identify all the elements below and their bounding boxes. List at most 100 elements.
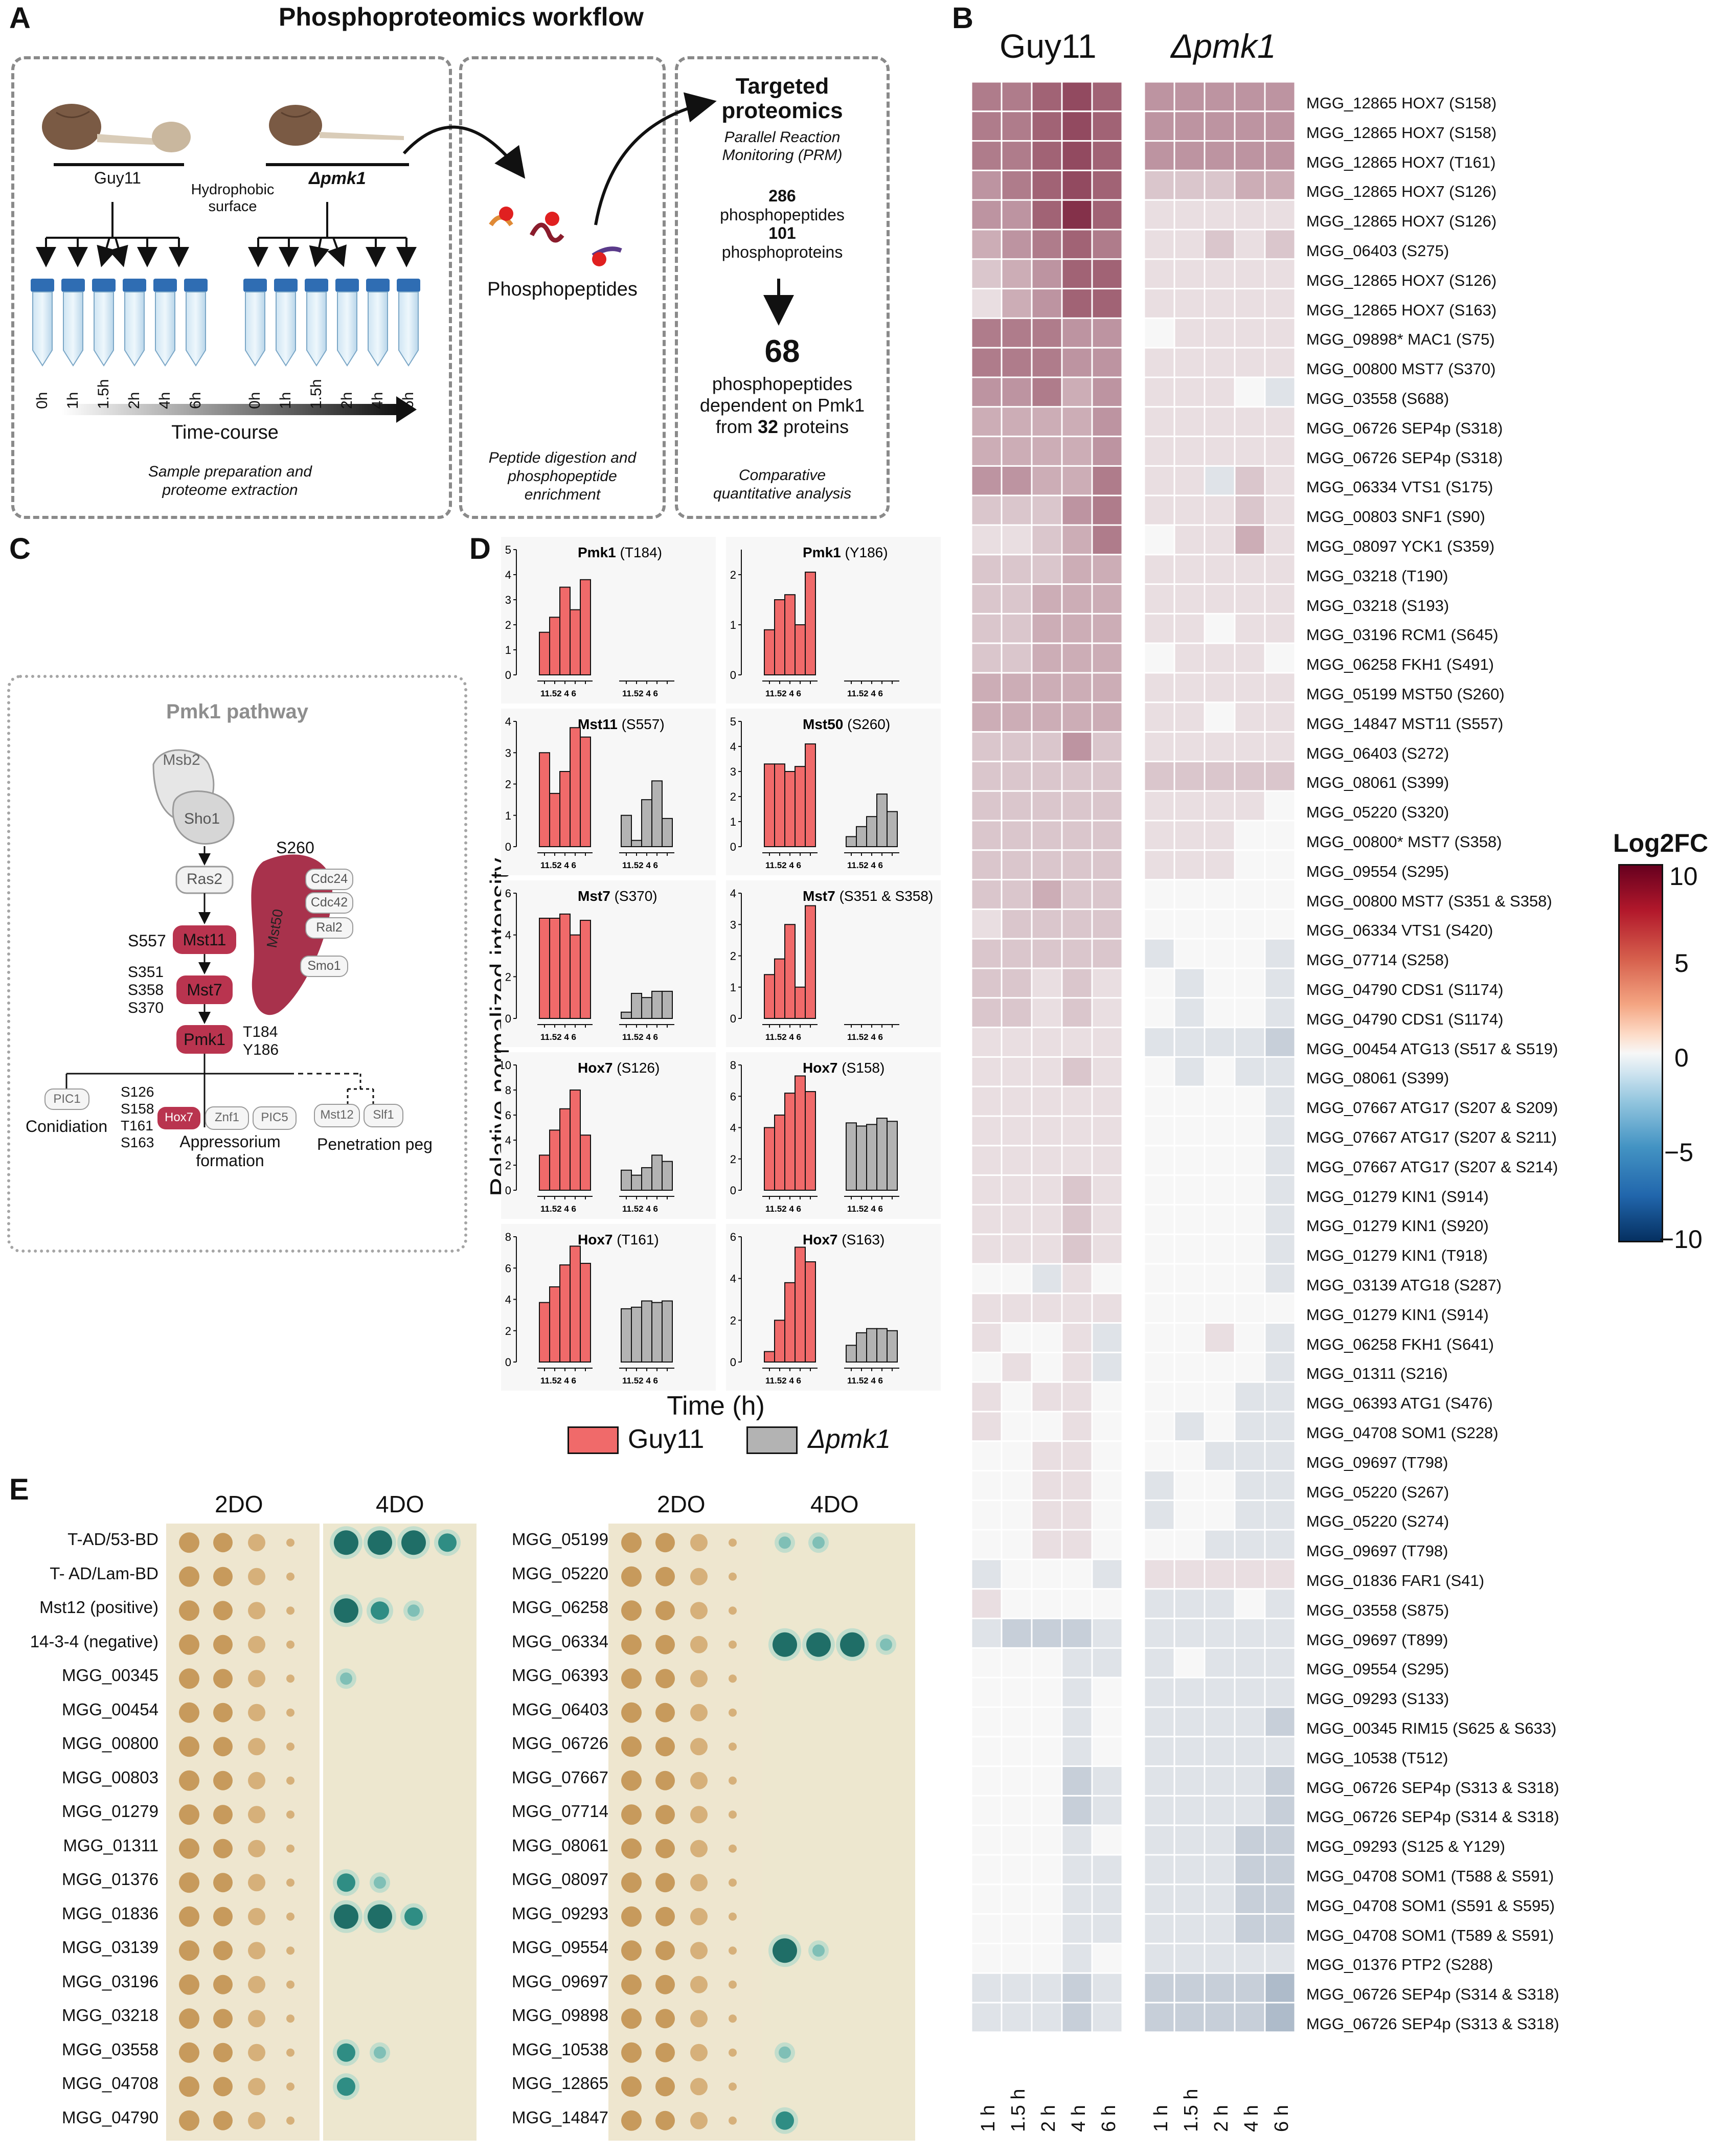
heatmap-cell-mut xyxy=(1204,731,1236,762)
heatmap-cell-mut xyxy=(1234,1588,1266,1620)
heatmap-cell-mut xyxy=(1264,1233,1296,1265)
heatmap-x-ticks: 1 h 1.5 h 2 h 4 h 6 h 1 h 1.5 h 2 h 4 h 6 h xyxy=(971,2055,1309,2152)
y-tick-label: 2 xyxy=(730,1153,736,1166)
y2h-row-label: T-AD/53-BD xyxy=(67,1530,158,1549)
colony-2do xyxy=(655,1567,675,1586)
heatmap-cell-wt xyxy=(1061,1854,1093,1886)
heatmap-cell-wt xyxy=(1061,199,1093,231)
colony-2do xyxy=(621,1702,642,1723)
heatmap-cell-wt xyxy=(1061,1351,1093,1383)
heatmap-cell-mut xyxy=(1204,1913,1236,1944)
heatmap-cell-wt xyxy=(1091,612,1123,644)
bar-guy11 xyxy=(784,1093,796,1191)
heatmap-cell-mut xyxy=(1204,642,1236,674)
heatmap-cell-mut xyxy=(1264,199,1296,231)
colony-2do xyxy=(286,1538,294,1547)
colony-2do xyxy=(179,2110,199,2131)
heatmap-cell-mut xyxy=(1173,1056,1206,1087)
heatmap-row-label: MGG_03558 (S688) xyxy=(1306,390,1449,407)
heatmap-cell-wt xyxy=(1061,820,1093,851)
bar-guy11 xyxy=(559,913,571,1019)
workflow-box-digestion xyxy=(459,56,666,519)
heatmap-cell-wt xyxy=(1091,1942,1123,1974)
heatmap-cell-mut xyxy=(1143,1263,1175,1295)
colony-2do xyxy=(248,1942,265,1960)
heatmap-cell-mut xyxy=(1204,1676,1236,1708)
heatmap-cell-mut xyxy=(1204,465,1236,496)
bar-guy11 xyxy=(805,743,816,847)
heatmap-cell-wt xyxy=(971,1795,1003,1826)
conidiation-label: Conidiation xyxy=(26,1117,108,1136)
y-tick-label: 4 xyxy=(505,1293,511,1306)
heatmap-row-label: MGG_01836 FAR1 (S41) xyxy=(1306,1572,1485,1590)
heatmap-cell-mut xyxy=(1143,672,1175,703)
heatmap-cell-mut xyxy=(1173,1292,1206,1324)
colony-2do xyxy=(690,1602,708,1620)
chart-title: Mst7 (S370) xyxy=(578,888,657,904)
heatmap-cell-mut xyxy=(1234,1411,1266,1442)
y-tick-label: 1 xyxy=(730,815,736,828)
heatmap-cell-wt xyxy=(1001,406,1033,438)
heatmap-cell-mut xyxy=(1143,583,1175,615)
y-tick-label: 0 xyxy=(730,1356,736,1369)
heatmap-cell-wt xyxy=(1031,1972,1063,2004)
heatmap-cell-wt xyxy=(1001,1618,1033,1649)
heatmap-cell-mut xyxy=(1204,1145,1236,1176)
chart-title: Pmk1 (Y186) xyxy=(803,544,888,560)
heatmap-cell-wt xyxy=(971,288,1003,319)
heatmap-row-label: MGG_06726 SEP4p (S314 & S318) xyxy=(1306,1808,1559,1826)
heatmap-cell-mut xyxy=(1143,1499,1175,1531)
heatmap-cell-mut xyxy=(1264,82,1296,112)
colony-2do xyxy=(729,1912,737,1921)
heatmap-cell-mut xyxy=(1143,494,1175,526)
colony-2do xyxy=(690,2112,708,2129)
bar-guy11 xyxy=(539,1302,550,1363)
heatmap-cell-mut xyxy=(1204,436,1236,467)
bar-pmk1 xyxy=(887,1121,898,1191)
bar-guy11 xyxy=(570,727,581,847)
y2h-row-label: MGG_06393 xyxy=(512,1666,608,1685)
bar-guy11 xyxy=(570,1245,581,1363)
heatmap-cell-mut xyxy=(1143,1322,1175,1353)
heatmap-cell-mut xyxy=(1173,701,1206,733)
heatmap-cell-wt xyxy=(1091,347,1123,378)
heatmap-cell-wt xyxy=(1001,465,1033,496)
bar-guy11 xyxy=(539,918,550,1019)
heatmap-cell-mut xyxy=(1143,1204,1175,1235)
heatmap-cell-wt xyxy=(971,1499,1003,1531)
colony-blue-4do xyxy=(880,1638,892,1651)
heatmap-cell-wt xyxy=(1031,347,1063,378)
bar-pmk1 xyxy=(856,1332,867,1363)
heatmap-cell-mut xyxy=(1234,1233,1266,1265)
colony-2do xyxy=(179,1770,199,1791)
col-2do-left: 2DO xyxy=(215,1491,263,1517)
colony-2do xyxy=(729,1538,737,1547)
heatmap-row-label: MGG_07667 ATG17 (S207 & S214) xyxy=(1306,1158,1558,1176)
heatmap-cell-mut xyxy=(1143,1440,1175,1472)
heatmap-cell-mut xyxy=(1173,140,1206,171)
colony-2do xyxy=(655,1601,675,1621)
plate-2do xyxy=(166,1524,320,2141)
workflow-box-targeted xyxy=(675,56,890,519)
y-tick-label: 1 xyxy=(730,981,736,994)
heatmap-cell-wt xyxy=(971,1322,1003,1353)
heatmap-row-label: MGG_08061 (S399) xyxy=(1306,774,1449,792)
heatmap-cell-wt xyxy=(971,465,1003,496)
y2h-row-label: MGG_09697 xyxy=(512,1971,608,1991)
timepoint-mut-1: 1h xyxy=(277,392,294,409)
colony-2do xyxy=(179,1906,199,1927)
heatmap-cell-wt xyxy=(1091,465,1123,496)
heatmap-cell-mut xyxy=(1264,1204,1296,1235)
colony-2do xyxy=(621,2110,642,2131)
colony-2do xyxy=(729,1708,737,1717)
heatmap-cell-mut xyxy=(1204,2002,1236,2033)
heatmap-row-label: MGG_12865 HOX7 (S158) xyxy=(1306,123,1497,142)
y2h-row-label: MGG_08061 xyxy=(512,1835,608,1855)
time-course-bar xyxy=(61,404,399,415)
heatmap-cell-mut xyxy=(1173,1411,1206,1442)
mst12-label: Mst12 xyxy=(320,1108,354,1122)
bar-guy11 xyxy=(559,1264,571,1363)
heatmap-cell-wt xyxy=(1031,1854,1063,1886)
heatmap-cell-wt xyxy=(1091,760,1123,792)
heatmap-cell-mut xyxy=(1204,1529,1236,1560)
